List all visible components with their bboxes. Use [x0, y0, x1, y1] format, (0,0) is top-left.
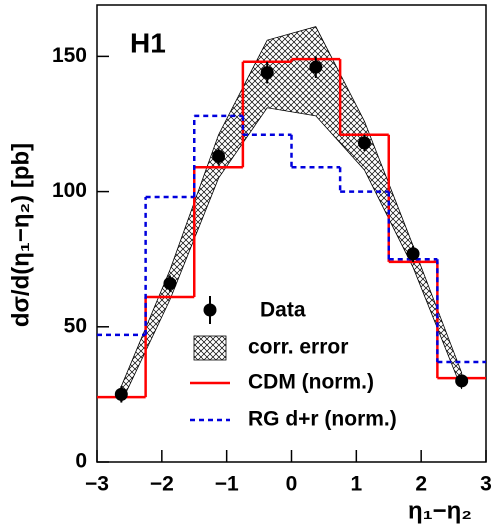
- x-tick-label: 1: [350, 473, 362, 496]
- data-point: [212, 149, 226, 163]
- y-tick-label: 100: [52, 179, 87, 202]
- legend-label: corr. error: [248, 336, 348, 359]
- data-point: [260, 66, 274, 80]
- data-point: [455, 374, 469, 388]
- y-tick-label: 50: [64, 314, 87, 337]
- x-tick-label: 0: [286, 473, 298, 496]
- legend-label: Data: [260, 299, 306, 322]
- data-point: [406, 247, 420, 261]
- legend-label: CDM (norm.): [248, 371, 374, 394]
- y-tick-label: 0: [75, 450, 87, 473]
- x-tick-label: 3: [480, 473, 492, 496]
- error-band: [120, 26, 463, 403]
- x-tick-label: −1: [215, 473, 239, 496]
- data-point: [163, 277, 177, 291]
- data-point: [309, 60, 323, 74]
- x-tick-label: −3: [85, 473, 109, 496]
- y-tick-label: 150: [52, 44, 87, 67]
- x-tick-label: 2: [415, 473, 427, 496]
- legend-marker: [193, 335, 227, 361]
- legend-label: RG d+r (norm.): [248, 408, 397, 431]
- legend-marker: [203, 303, 217, 317]
- experiment-label: H1: [130, 27, 166, 58]
- x-axis-label: η₁−η₂: [408, 497, 472, 524]
- x-tick-label: −2: [150, 473, 174, 496]
- y-axis-label: dσ/d(η₁−η₂) [pb]: [7, 143, 34, 327]
- data-point: [357, 136, 371, 150]
- data-point: [114, 387, 128, 401]
